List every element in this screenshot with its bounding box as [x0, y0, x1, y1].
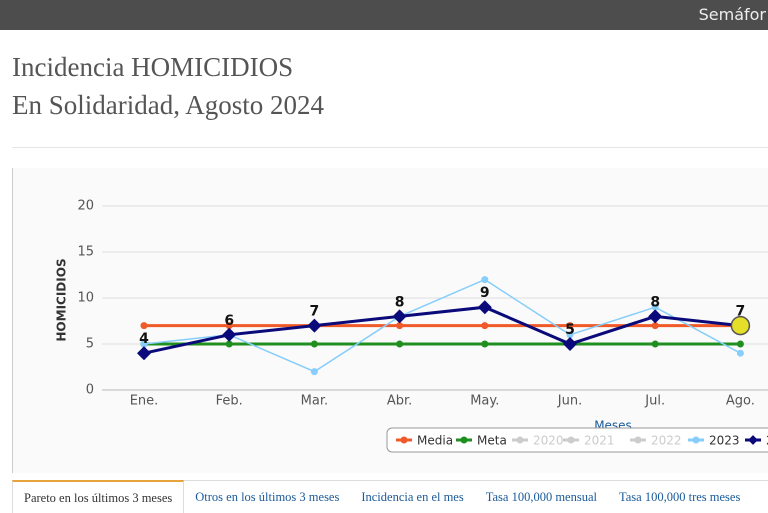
x-tick-label: Ene. — [130, 394, 159, 409]
page-title: Incidencia HOMICIDIOS — [12, 52, 294, 82]
tabs: Pareto en los últimos 3 meses Otros en lo… — [12, 480, 768, 513]
legend-label: 2023 — [709, 434, 740, 448]
top-bar: Semáfor — [0, 0, 768, 30]
data-label: 7 — [310, 304, 320, 320]
series-line — [143, 305, 741, 355]
x-tick-label: Feb. — [216, 394, 243, 409]
data-point — [481, 340, 489, 348]
data-point — [477, 300, 492, 315]
data-point — [310, 340, 318, 348]
data-point — [736, 340, 744, 348]
data-point — [481, 322, 489, 330]
hover-highlight — [730, 315, 751, 336]
x-tick-label: Mar. — [301, 394, 328, 409]
data-point — [563, 337, 577, 351]
legend-marker — [400, 436, 408, 444]
data-point — [225, 322, 233, 330]
legend-label: 2 — [766, 434, 768, 448]
series-line — [143, 278, 741, 373]
tab[interactable]: Incidencia en el mes — [361, 490, 464, 504]
data-point — [648, 309, 663, 324]
data-point — [140, 340, 148, 348]
data-point — [140, 322, 148, 330]
legend-marker — [634, 436, 642, 444]
y-tick-label: 20 — [77, 199, 94, 214]
data-label: 8 — [395, 294, 405, 310]
data-label: 8 — [650, 294, 660, 310]
y-tick-label: 10 — [77, 291, 94, 306]
tab[interactable]: Tasa 100,000 mensual — [485, 490, 597, 504]
page-subtitle: En Solidaridad, Agosto 2024 — [12, 90, 324, 120]
legend-label: 2022 — [651, 434, 682, 448]
data-label: 5 — [565, 322, 575, 338]
data-point — [736, 349, 744, 357]
data-label: 4 — [139, 331, 149, 347]
data-point — [137, 346, 151, 361]
data-point — [222, 327, 237, 342]
x-tick-label: May. — [470, 394, 499, 409]
data-point — [566, 322, 574, 330]
data-point — [651, 322, 659, 330]
legend-marker — [460, 436, 468, 444]
y-tick-label: 5 — [86, 337, 94, 352]
data-point — [225, 340, 233, 348]
data-label: 6 — [224, 313, 234, 329]
x-tick-label: Abr. — [387, 394, 412, 409]
legend-marker — [567, 436, 575, 444]
chart: 0 5 10 15 20 Ene. Feb. Mar. Abr. May. Jun. Jul. Ago.… — [55, 199, 768, 453]
y-tick-label: 0 — [86, 383, 94, 398]
tab[interactable]: Tasa 100,000 tres meses — [619, 490, 741, 504]
data-point — [651, 340, 659, 348]
data-point — [651, 303, 659, 311]
divider — [12, 147, 768, 148]
legend-label: 2020 — [533, 434, 564, 448]
y-axis-label: HOMICIDIOS — [55, 258, 69, 341]
legend-label: 2021 — [584, 434, 615, 448]
top-bar-label[interactable]: Semáfor — [698, 5, 766, 24]
tab[interactable]: Otros en los últimos 3 meses — [195, 490, 340, 504]
tab[interactable]: Pareto en los últimos 3 meses — [12, 480, 185, 513]
data-point — [566, 331, 574, 339]
data-label: 9 — [480, 285, 490, 301]
legend-marker — [748, 435, 758, 445]
data-point — [307, 318, 322, 333]
data-point — [392, 309, 407, 324]
legend-label: Media — [417, 434, 453, 448]
y-tick-label: 15 — [77, 245, 94, 260]
x-tick-label: Jun. — [557, 394, 582, 409]
data-point — [310, 368, 318, 376]
legend-marker — [692, 436, 700, 444]
x-tick-label: Jul. — [644, 394, 665, 409]
data-point — [396, 340, 404, 348]
data-point — [396, 322, 404, 330]
data-point — [481, 276, 489, 284]
x-tick-label: Ago. — [726, 394, 755, 409]
data-label: 7 — [736, 304, 746, 320]
legend-label: Meta — [477, 434, 507, 448]
legend-marker — [516, 436, 524, 444]
